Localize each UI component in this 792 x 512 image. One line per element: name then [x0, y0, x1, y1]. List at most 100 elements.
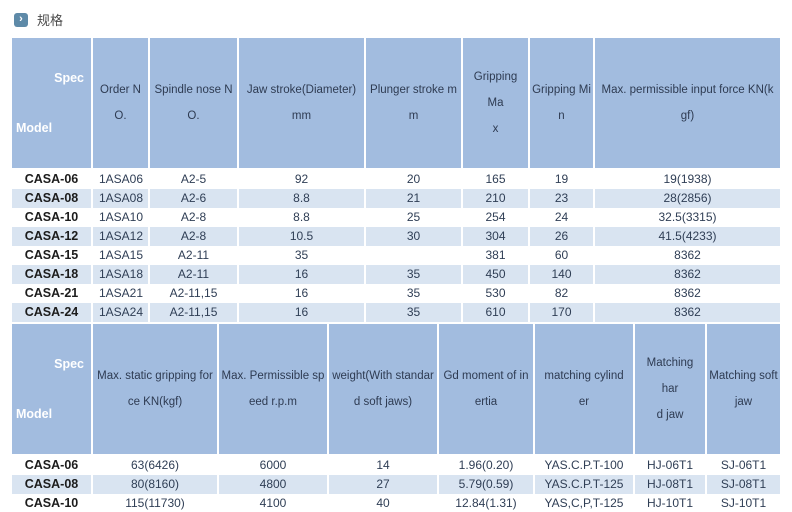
table-cell: 304	[462, 227, 530, 246]
row-label: CASA-24	[12, 303, 93, 322]
column-header: Max. Permissible sp eed r.p.m	[218, 324, 329, 456]
corner-spec-label: Spec	[54, 71, 84, 85]
table-row: CASA-21 1ASA21 A2-11,15 16 35 530 82 8362	[12, 284, 780, 303]
table-cell: 8.8	[238, 208, 366, 227]
column-header: Matching har d jaw	[634, 324, 707, 456]
table-row: CASA-08 80(8160) 4800 27 5.79(0.59) YAS.C.P.T…	[12, 475, 780, 494]
table-row: CASA-06 1ASA06 A2-5 92 20 165 19 19(1938)	[12, 169, 780, 189]
table-cell: 10.5	[238, 227, 366, 246]
table-cell: 381	[462, 246, 530, 265]
corner-spec-label: Spec	[54, 357, 84, 371]
column-header: Spindle nose N O.	[149, 38, 239, 170]
corner-model-label: Model	[16, 121, 53, 135]
table-cell: 32.5(3315)	[658, 210, 717, 224]
row-label: CASA-08	[12, 475, 93, 494]
spec-table-top: Spec Model Order N O. Spindle nose N O. Ja…	[12, 38, 780, 322]
spec-table-bottom: Spec Model Max. static gripping for ce K…	[12, 324, 780, 512]
table-cell: 610	[462, 303, 530, 322]
table-cell: 19(1938)	[663, 172, 712, 186]
table-cell: SJ-06T1	[720, 458, 767, 472]
table-cell: 1ASA21	[92, 284, 150, 303]
row-label: CASA-10	[12, 208, 93, 227]
table-cell: HJ-08T1	[634, 475, 707, 494]
table-row: CASA-10 1ASA10 A2-8 8.8 25 254 24 32.5(3315)	[12, 208, 780, 227]
table-cell: 1ASA08	[92, 189, 150, 208]
column-header: Gripping Ma x	[462, 38, 530, 170]
table-cell: A2-8	[149, 227, 239, 246]
table-cell: A2-8	[149, 208, 239, 227]
table-row: CASA-08 1ASA08 A2-6 8.8 21 210 23 28(2856)	[12, 189, 780, 208]
column-header: Order N O.	[92, 38, 150, 170]
table-cell: 5.79(0.59)	[438, 475, 535, 494]
section-title-bar: › 规格	[0, 0, 792, 38]
table-cell: 1.96(0.20)	[438, 455, 535, 475]
table-cell: 35	[365, 265, 463, 284]
table-row: CASA-24 1ASA24 A2-11,15 16 35 610 170 8362	[12, 303, 780, 322]
table-cell: 140	[529, 265, 595, 284]
row-label: CASA-12	[12, 227, 93, 246]
header-row: Spec Model Order N O. Spindle nose N O. Ja…	[12, 38, 780, 170]
table-cell: A2-5	[149, 169, 239, 189]
table-cell: 210	[462, 189, 530, 208]
table-row: CASA-15 1ASA15 A2-11 35 381 60 8362	[12, 246, 780, 265]
table-cell: A2-6	[149, 189, 239, 208]
table-cell: 8362	[674, 286, 701, 300]
table-cell: 41.5(4233)	[658, 229, 717, 243]
corner-model-label: Model	[16, 407, 53, 421]
column-header: Matching soft jaw	[706, 324, 780, 456]
table-cell: 4800	[218, 475, 329, 494]
corner-header-cell: Spec Model	[12, 324, 93, 456]
table-row: CASA-12 1ASA12 A2-8 10.5 30 304 26 41.5(4233)	[12, 227, 780, 246]
table-cell: 24	[529, 208, 595, 227]
table-cell: 20	[365, 169, 463, 189]
table-cell: A2-11,15	[149, 284, 239, 303]
table-cell: 26	[529, 227, 595, 246]
table-cell: HJ-06T1	[634, 455, 707, 475]
table-cell: 12.84(1.31)	[438, 494, 535, 512]
table-row: CASA-10 115(11730) 4100 40 12.84(1.31) YAS,C,…	[12, 494, 780, 512]
table-cell: 28(2856)	[663, 191, 712, 205]
row-label: CASA-08	[12, 189, 93, 208]
table-cell: 35	[365, 284, 463, 303]
table-cell: 1ASA06	[92, 169, 150, 189]
row-label: CASA-06	[12, 455, 93, 475]
header-row: Spec Model Max. static gripping for ce K…	[12, 324, 780, 456]
column-header: matching cylind er	[534, 324, 635, 456]
table-cell: SJ-10T1	[720, 496, 767, 510]
spec-table-bottom-body: CASA-06 63(6426) 6000 14 1.96(0.20) YAS.C.P.T…	[12, 455, 780, 512]
spec-table-top-body: CASA-06 1ASA06 A2-5 92 20 165 19 19(1938) CASA-0…	[12, 169, 780, 322]
table-row: CASA-06 63(6426) 6000 14 1.96(0.20) YAS.C.P.T…	[12, 455, 780, 475]
table-cell: YAS.C.P.T-125	[534, 475, 635, 494]
spec-table-top-header: Spec Model Order N O. Spindle nose N O. Ja…	[12, 38, 780, 170]
chevron-right-icon: ›	[14, 12, 28, 27]
table-cell: 165	[462, 169, 530, 189]
table-cell: 1ASA10	[92, 208, 150, 227]
table-cell: A2-11,15	[149, 303, 239, 322]
table-cell: 21	[365, 189, 463, 208]
table-cell: YAS,C,P,T-125	[534, 494, 635, 512]
table-row: CASA-18 1ASA18 A2-11 16 35 450 140 8362	[12, 265, 780, 284]
table-cell: 8362	[674, 267, 701, 281]
table-cell: 25	[365, 208, 463, 227]
table-cell: 30	[365, 227, 463, 246]
table-cell: SJ-08T1	[720, 477, 767, 491]
corner-header-cell: Spec Model	[12, 38, 93, 170]
table-cell: 1ASA15	[92, 246, 150, 265]
table-cell: 8362	[674, 305, 701, 319]
table-cell: 1ASA12	[92, 227, 150, 246]
table-cell: 35	[238, 246, 366, 265]
spec-table-bottom-header: Spec Model Max. static gripping for ce K…	[12, 324, 780, 456]
table-cell: 8362	[674, 248, 701, 262]
column-header: Plunger stroke m m	[365, 38, 463, 170]
table-cell: 16	[238, 303, 366, 322]
column-header: Max. permissible input force KN(k gf)	[594, 38, 780, 170]
table-cell: 27	[328, 475, 439, 494]
row-label: CASA-10	[12, 494, 93, 512]
row-label: CASA-06	[12, 169, 93, 189]
table-cell: 8.8	[238, 189, 366, 208]
table-cell: 1ASA24	[92, 303, 150, 322]
column-header: Gripping Mi n	[529, 38, 595, 170]
table-cell: 1ASA18	[92, 265, 150, 284]
column-header: weight(With standar d soft jaws)	[328, 324, 439, 456]
